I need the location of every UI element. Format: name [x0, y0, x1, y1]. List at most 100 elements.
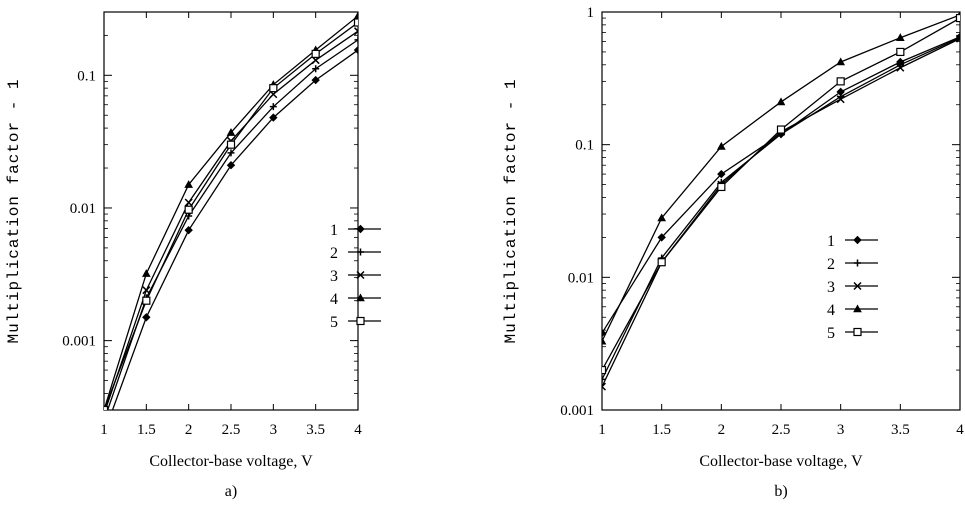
series-1 [111, 45, 358, 410]
data-point [657, 233, 666, 242]
x-axis-label: Collector-base voltage, V [149, 453, 313, 470]
y-axis-label: Multiplication factor - 1 [5, 78, 23, 343]
data-point [657, 213, 667, 222]
x-tick-label: 3 [270, 422, 278, 438]
legend-label: 5 [827, 325, 835, 342]
data-point [142, 296, 151, 305]
panel-caption: b) [774, 483, 787, 500]
series-line [106, 39, 358, 410]
data-point [896, 47, 905, 57]
data-point [717, 182, 726, 192]
y-tick-label: 0.001 [62, 334, 96, 350]
data-point [836, 77, 845, 86]
data-point [353, 18, 358, 27]
legend-marker [854, 259, 861, 267]
legend-marker [356, 224, 365, 234]
legend-label: 4 [330, 291, 338, 308]
data-point [354, 36, 358, 44]
data-point [602, 382, 607, 391]
data-point [142, 313, 151, 322]
legend-label: 3 [827, 279, 835, 296]
legend-marker [357, 248, 364, 256]
data-point [184, 205, 193, 214]
series-3 [104, 27, 358, 410]
series-line [602, 36, 960, 334]
data-point [184, 198, 193, 207]
y-tick-label: 0.01 [70, 201, 96, 217]
series-line [602, 37, 960, 380]
legend-label: 2 [330, 245, 338, 262]
y-tick-label: 1 [587, 5, 595, 21]
series-5 [602, 13, 960, 375]
data-point [956, 34, 960, 42]
y-tick-label: 0.1 [575, 138, 594, 154]
y-tick-label: 0.001 [560, 403, 594, 419]
x-tick-label: 4 [956, 422, 964, 438]
data-point [311, 49, 320, 58]
series-1 [602, 32, 960, 338]
legend-label: 1 [827, 233, 835, 250]
y-axis-label: Multiplication factor - 1 [502, 78, 520, 343]
data-point [836, 95, 845, 104]
legend-marker [356, 316, 365, 326]
data-point [184, 180, 194, 188]
data-point [602, 328, 607, 338]
legend-label: 2 [827, 256, 835, 273]
data-point [895, 33, 905, 42]
data-point [269, 113, 278, 122]
series-line [602, 14, 960, 342]
data-point [955, 34, 960, 43]
legend-label: 3 [330, 268, 338, 285]
legend-marker [853, 304, 862, 313]
data-point [955, 13, 960, 23]
series-line [104, 15, 358, 410]
data-point [602, 375, 606, 383]
data-point [104, 405, 109, 410]
legend-label: 5 [330, 314, 338, 331]
series-3 [602, 34, 960, 391]
plot-frame [601, 11, 961, 411]
panel-b: 1 1.5 2 2.5 3 3.5 4 0.001 0.01 0.1 1 1 2 3 4 5 Collector… [502, 5, 964, 500]
data-point [106, 409, 108, 410]
series-line [602, 17, 960, 371]
data-point [184, 225, 193, 235]
data-point [353, 27, 358, 36]
x-tick-label: 1.5 [137, 422, 156, 438]
x-tick-label: 1.5 [652, 422, 671, 438]
x-tick-label: 2 [718, 422, 726, 438]
data-point [776, 125, 786, 134]
data-point [311, 75, 320, 85]
x-tick-label: 1 [100, 422, 108, 438]
data-point [353, 45, 358, 55]
data-point [269, 103, 277, 111]
x-tick-label: 2 [185, 422, 193, 438]
series-4 [104, 12, 358, 410]
x-tick-label: 2.5 [772, 422, 791, 438]
legend-label: 4 [827, 302, 835, 319]
legend-marker [853, 281, 862, 291]
data-point [269, 84, 278, 93]
data-point [836, 57, 846, 66]
legend-marker [853, 235, 862, 245]
legend-label: 1 [330, 222, 338, 239]
series-2 [106, 36, 358, 410]
plot-frame [103, 11, 359, 411]
data-point [227, 149, 235, 157]
x-axis-label: Collector-base voltage, V [699, 453, 863, 470]
series-2 [602, 34, 960, 383]
x-tick-label: 4 [354, 422, 362, 438]
panel-a: 1 1.5 2 2.5 3 3.5 4 0.001 0.01 0.1 1 2 3 4 5 Collector-… [5, 11, 381, 500]
data-point [226, 161, 236, 170]
data-point [312, 65, 320, 73]
data-point [353, 12, 358, 20]
data-point [226, 128, 236, 136]
y-tick-label: 0.01 [568, 270, 594, 286]
legend-marker [356, 270, 365, 280]
data-point [226, 140, 236, 149]
panel-caption: a) [225, 483, 237, 500]
x-tick-label: 1 [598, 422, 606, 438]
x-tick-label: 3.5 [306, 422, 325, 438]
data-point [896, 63, 905, 72]
data-point [717, 169, 726, 179]
